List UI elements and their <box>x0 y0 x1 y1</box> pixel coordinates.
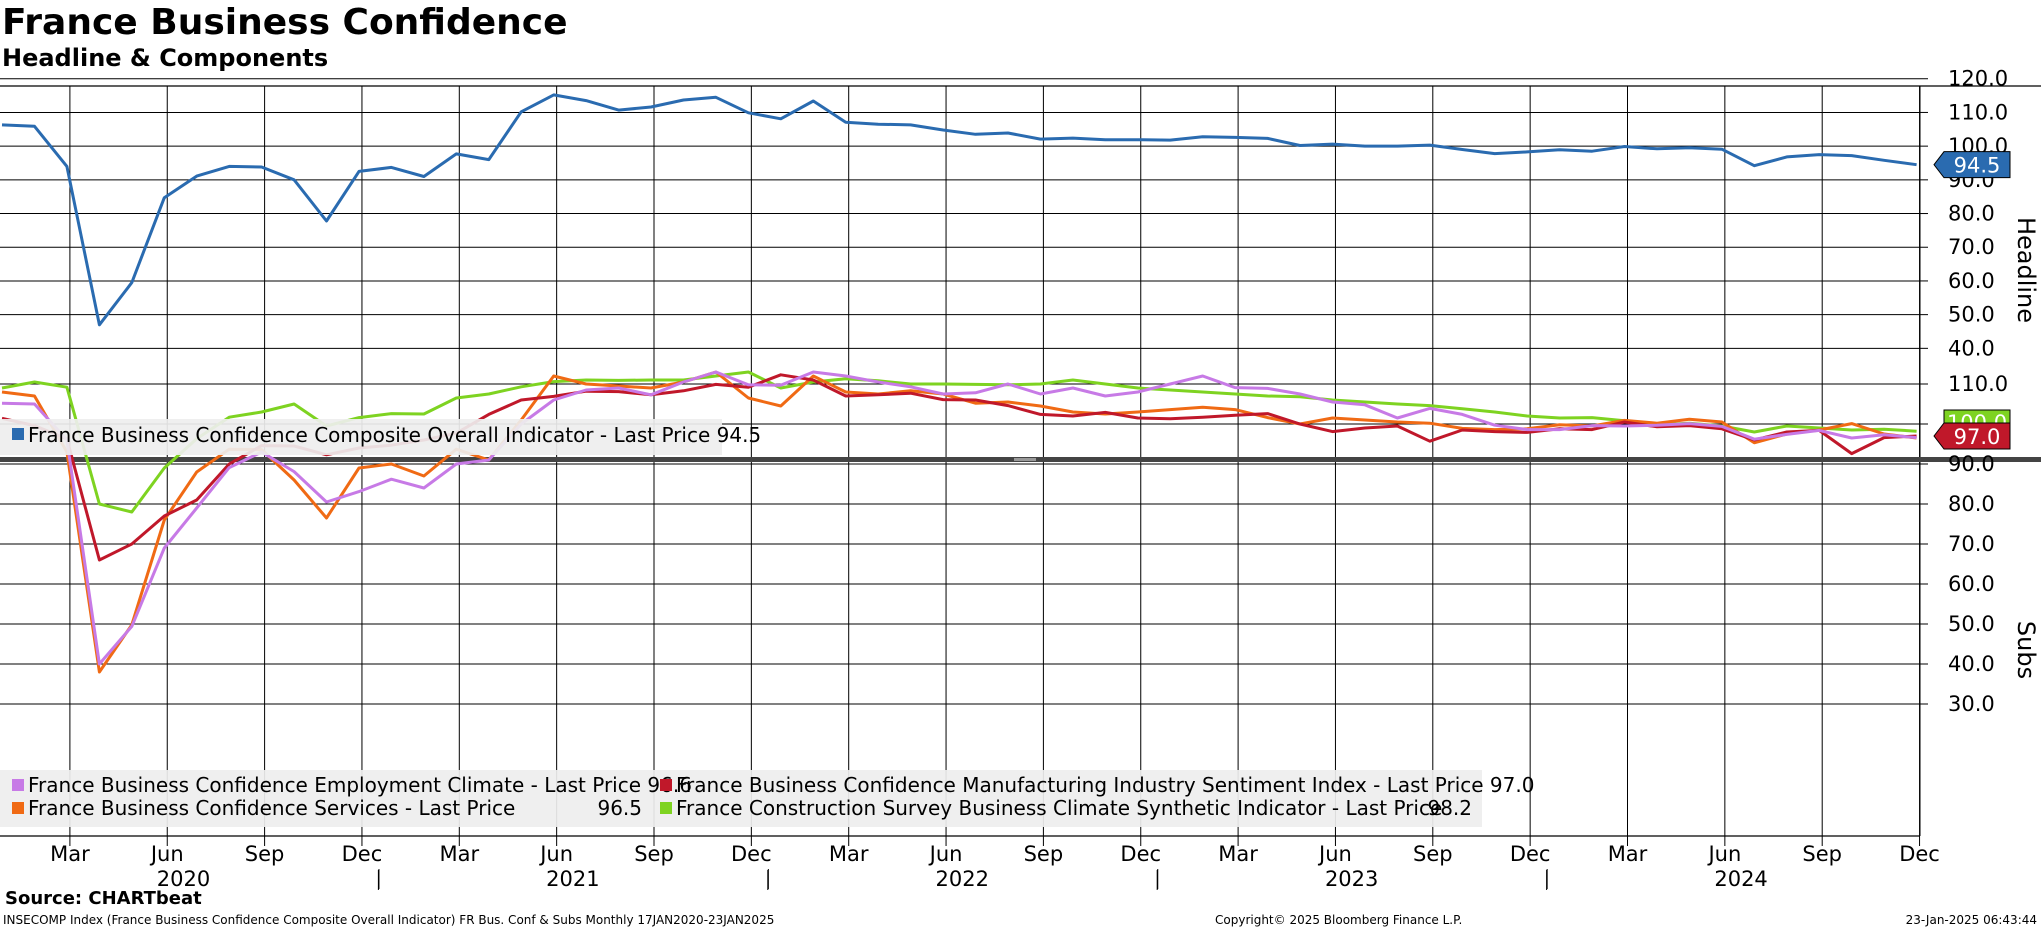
employment-legend-swatch <box>12 779 24 791</box>
construction-legend-label: France Construction Survey Business Clim… <box>676 796 1442 820</box>
headline-axis-title: Headline <box>2012 217 2040 323</box>
x-tick-label: Jun <box>1317 842 1352 866</box>
subs-y-tick-label: 60.0 <box>1948 572 1995 596</box>
x-year-label: 2022 <box>936 867 989 891</box>
headline-y-tick-label: 70.0 <box>1948 235 1995 259</box>
panel-separator-handle <box>1014 458 1036 461</box>
x-tick-label: Sep <box>1802 842 1842 866</box>
subs-y-tick-label: 40.0 <box>1948 652 1995 676</box>
manufacturing-legend-swatch <box>660 779 672 791</box>
subs-last-value-tag-bg <box>1933 422 2011 450</box>
x-tick-label: Mar <box>829 842 869 866</box>
x-year-label: 2020 <box>157 867 210 891</box>
headline-last-value-tag: 94.5 <box>1954 154 2001 178</box>
chart-subtitle: Headline & Components <box>2 44 329 72</box>
x-tick-label: Jun <box>1706 842 1741 866</box>
x-tick-label: Jun <box>928 842 963 866</box>
composite-series-line <box>1 93 1917 327</box>
x-tick-label: Sep <box>245 842 285 866</box>
x-tick-label: Sep <box>1413 842 1453 866</box>
services-series-line <box>1 370 1917 674</box>
services-legend-swatch <box>12 802 24 814</box>
x-tick-label: Dec <box>1120 842 1161 866</box>
x-tick-label: Sep <box>634 842 674 866</box>
x-year-label: 2021 <box>546 867 599 891</box>
headline-y-tick-label: 50.0 <box>1948 303 1995 327</box>
headline-y-tick-label: 80.0 <box>1948 202 1995 226</box>
construction-legend-swatch <box>660 802 672 814</box>
x-tick-label: Mar <box>1608 842 1648 866</box>
subs-axis-title: Subs <box>2012 621 2040 679</box>
x-tick-label: Dec <box>731 842 772 866</box>
x-tick-label: Dec <box>342 842 383 866</box>
subs-y-tick-label: 30.0 <box>1948 692 1995 716</box>
source-note: Source: CHARTbeat <box>5 888 202 909</box>
headline-y-tick-label: 60.0 <box>1948 269 1995 293</box>
subs-y-tick-label: 70.0 <box>1948 532 1995 556</box>
x-tick-label: Dec <box>1899 842 1940 866</box>
x-tick-label: Jun <box>538 842 573 866</box>
construction-legend-value: 98.2 <box>1427 796 1472 820</box>
services-legend-value: 96.5 <box>597 796 642 820</box>
manufacturing-legend-label: France Business Confidence Manufacturing… <box>676 773 1534 797</box>
composite-legend-swatch <box>12 428 24 440</box>
services-legend-label: France Business Confidence Services - La… <box>28 796 515 820</box>
x-tick-label: Sep <box>1024 842 1064 866</box>
headline-legend-box <box>0 419 722 455</box>
footer-copyright: Copyright© 2025 Bloomberg Finance L.P. <box>1215 913 1463 927</box>
subs-y-tick-label: 110.0 <box>1948 372 2008 396</box>
headline-y-tick-label: 40.0 <box>1948 336 1995 360</box>
x-tick-label: Mar <box>439 842 479 866</box>
x-year-label: 2023 <box>1325 867 1378 891</box>
chart-title: France Business Confidence <box>2 2 568 43</box>
headline-y-tick-label: 120.0 <box>1948 67 2008 91</box>
subs-y-tick-label: 80.0 <box>1948 492 1995 516</box>
subs-y-tick-label: 50.0 <box>1948 612 1995 636</box>
x-tick-label: Jun <box>149 842 184 866</box>
composite-legend-label: France Business Confidence Composite Ove… <box>28 423 761 447</box>
subs-legend-box <box>0 770 1482 827</box>
x-year-label: 2024 <box>1714 867 1767 891</box>
employment-legend-label: France Business Confidence Employment Cl… <box>28 773 692 797</box>
employment-series-line <box>1 370 1917 666</box>
subs-last-value-tag: 97.0 <box>1954 425 2001 449</box>
footer-timestamp: 23-Jan-2025 06:43:44 <box>1905 913 2037 927</box>
headline-last-value-tag-bg <box>1933 151 2011 179</box>
x-tick-label: Dec <box>1510 842 1551 866</box>
headline-y-tick-label: 110.0 <box>1948 100 2008 124</box>
subs-y-tick-label: 90.0 <box>1948 452 1995 476</box>
x-tick-label: Mar <box>1218 842 1258 866</box>
footer-description: INSECOMP Index (France Business Confiden… <box>3 913 775 927</box>
x-tick-label: Mar <box>50 842 90 866</box>
